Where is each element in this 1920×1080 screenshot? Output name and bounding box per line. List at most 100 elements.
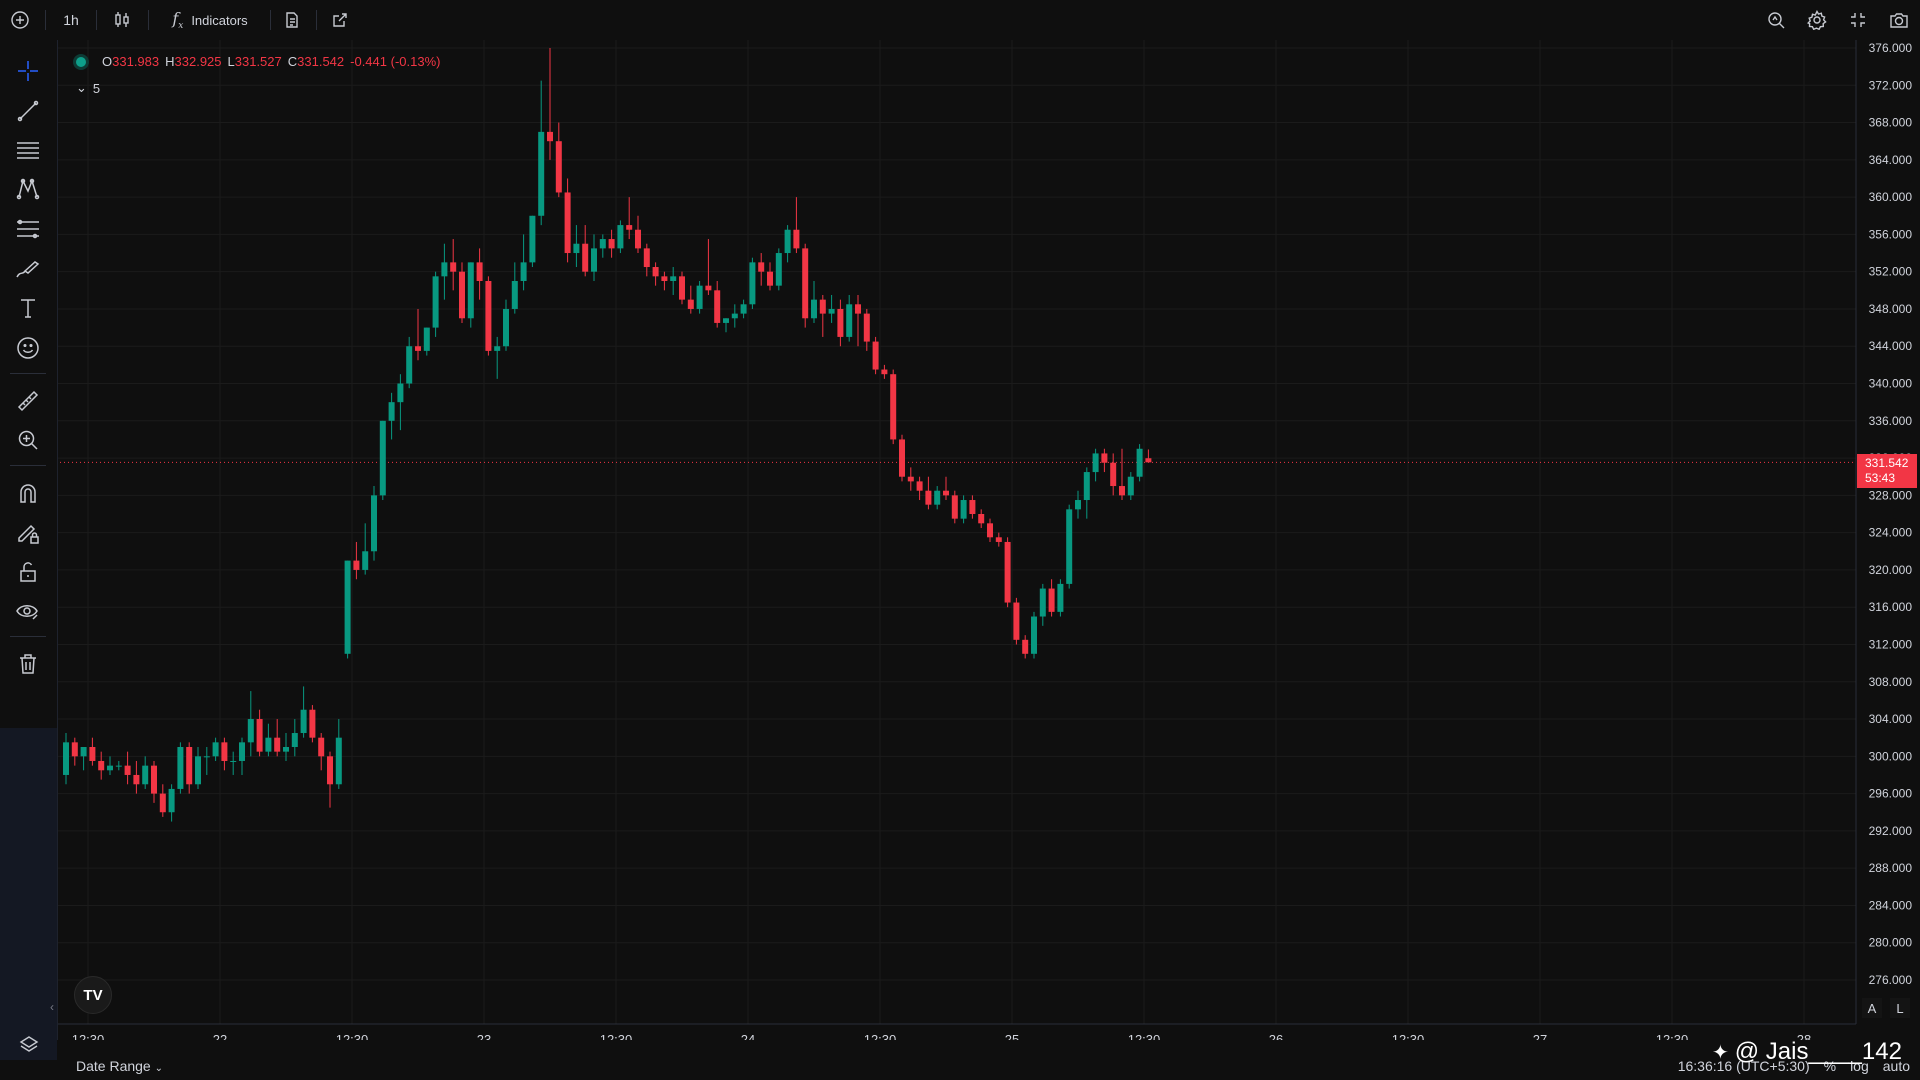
candle-body	[995, 537, 1002, 542]
candle-body	[960, 500, 967, 519]
price-tick-label: 352.000	[1869, 265, 1913, 279]
search-icon	[1768, 12, 1785, 29]
ohlc-legend: O331.983 H332.925 L331.527 C331.542 -0.4…	[76, 54, 440, 69]
candle-body	[353, 560, 360, 570]
candle-body	[582, 243, 589, 272]
clock-label[interactable]: 16:36:16 (UTC+5:30)	[1677, 1058, 1810, 1074]
fibonacci-icon	[17, 219, 39, 239]
chart-type-button[interactable]	[108, 6, 136, 34]
price-tick-label: 368.000	[1869, 116, 1913, 130]
candle-body	[1057, 583, 1064, 612]
candle-body	[503, 308, 509, 347]
lock-tool[interactable]	[12, 556, 44, 588]
candle-body	[450, 262, 457, 272]
price-tick-label: 300.000	[1869, 749, 1913, 763]
candle-body	[318, 737, 325, 757]
candle-body	[890, 374, 897, 440]
indicators-toggle[interactable]: ⌄ 5	[76, 80, 100, 96]
quick-search-button[interactable]	[1762, 6, 1790, 34]
drawing-toolbar	[0, 40, 58, 1060]
horizontal-lines-tool[interactable]	[12, 134, 44, 166]
candle-body	[529, 215, 536, 263]
trend-line-tool[interactable]	[12, 95, 44, 127]
chart-grid	[57, 40, 1856, 1024]
candle-body	[1066, 509, 1073, 584]
price-tick-label: 304.000	[1869, 712, 1913, 726]
interval-button[interactable]: 1h	[63, 12, 79, 28]
candle-body	[300, 709, 307, 734]
candle-body	[987, 523, 993, 538]
candle-body	[195, 756, 201, 785]
candle-body	[441, 262, 448, 277]
candle-body	[925, 490, 932, 505]
templates-button[interactable]	[278, 6, 306, 34]
pencil-lock-icon	[18, 524, 39, 544]
auto-scale-button[interactable]: A	[1862, 998, 1882, 1018]
log-button[interactable]: log	[1850, 1058, 1869, 1074]
hide-drawings-tool[interactable]	[12, 595, 44, 627]
candle-body	[740, 304, 747, 314]
candle-body	[397, 383, 404, 403]
measure-tool[interactable]	[12, 385, 44, 417]
candle-body	[520, 262, 527, 281]
indicators-button[interactable]: fx Indicators	[160, 6, 260, 34]
candle-body	[943, 490, 949, 496]
candle-body	[767, 271, 773, 286]
remove-drawings-tool[interactable]	[12, 648, 44, 680]
magnet-tool[interactable]	[12, 477, 44, 509]
screenshot-button[interactable]	[1885, 6, 1913, 34]
add-symbol-button[interactable]	[6, 6, 34, 34]
countdown-label: 53:43	[1865, 471, 1896, 485]
candle-body	[256, 719, 263, 752]
candle-body	[212, 742, 219, 757]
candle-body	[749, 262, 756, 305]
candle-body	[696, 285, 703, 309]
candle-body	[837, 308, 844, 337]
candles-icon	[115, 12, 129, 27]
crosshair-tool[interactable]	[12, 55, 44, 87]
settings-button[interactable]	[1803, 6, 1831, 34]
fullscreen-button[interactable]	[1844, 6, 1872, 34]
top-toolbar: 1h fx Indicators	[0, 0, 1920, 40]
plus-circle-icon	[11, 11, 29, 29]
publish-button[interactable]	[326, 6, 354, 34]
candle-body	[679, 276, 685, 300]
text-tool[interactable]	[12, 292, 44, 324]
candle-body	[133, 774, 140, 785]
tradingview-logo[interactable]: TV	[74, 976, 112, 1014]
price-tick-label: 372.000	[1869, 78, 1913, 92]
watermark: ✦ @ Jais____142	[1712, 1038, 1902, 1066]
close-value: 331.542	[297, 54, 345, 69]
candle-body	[494, 346, 501, 351]
chevron-left-icon[interactable]: ‹	[50, 1000, 54, 1014]
candle-body	[203, 756, 210, 758]
price-tick-label: 280.000	[1869, 936, 1913, 950]
price-tick-label: 284.000	[1869, 898, 1913, 912]
pattern-icon	[16, 178, 40, 200]
pattern-tool[interactable]	[12, 173, 44, 205]
zoom-tool[interactable]	[12, 424, 44, 456]
date-range-button[interactable]: Date Range ⌄	[76, 1058, 163, 1074]
percent-button[interactable]: %	[1823, 1058, 1837, 1074]
price-tick-label: 376.000	[1869, 41, 1913, 55]
candle-body	[591, 248, 597, 272]
eye-icon	[16, 605, 38, 620]
high-label: H	[165, 54, 175, 69]
emoji-tool[interactable]	[12, 332, 44, 364]
lock-drawings-tool[interactable]	[12, 517, 44, 549]
brush-tool[interactable]	[12, 253, 44, 285]
candle-body	[547, 131, 553, 142]
layers-button[interactable]	[16, 1032, 42, 1058]
candle-body	[230, 760, 237, 762]
candles	[63, 48, 1152, 822]
price-tick-label: 296.000	[1869, 787, 1913, 801]
log-scale-button[interactable]: L	[1890, 998, 1910, 1018]
price-tick-label: 364.000	[1869, 153, 1913, 167]
candle-body	[793, 229, 800, 249]
auto-button[interactable]: auto	[1882, 1058, 1910, 1074]
axis-mode-buttons: A L	[1862, 998, 1910, 1018]
candle-body	[415, 346, 421, 351]
candle-body	[643, 248, 650, 268]
fib-tool[interactable]	[12, 213, 44, 245]
